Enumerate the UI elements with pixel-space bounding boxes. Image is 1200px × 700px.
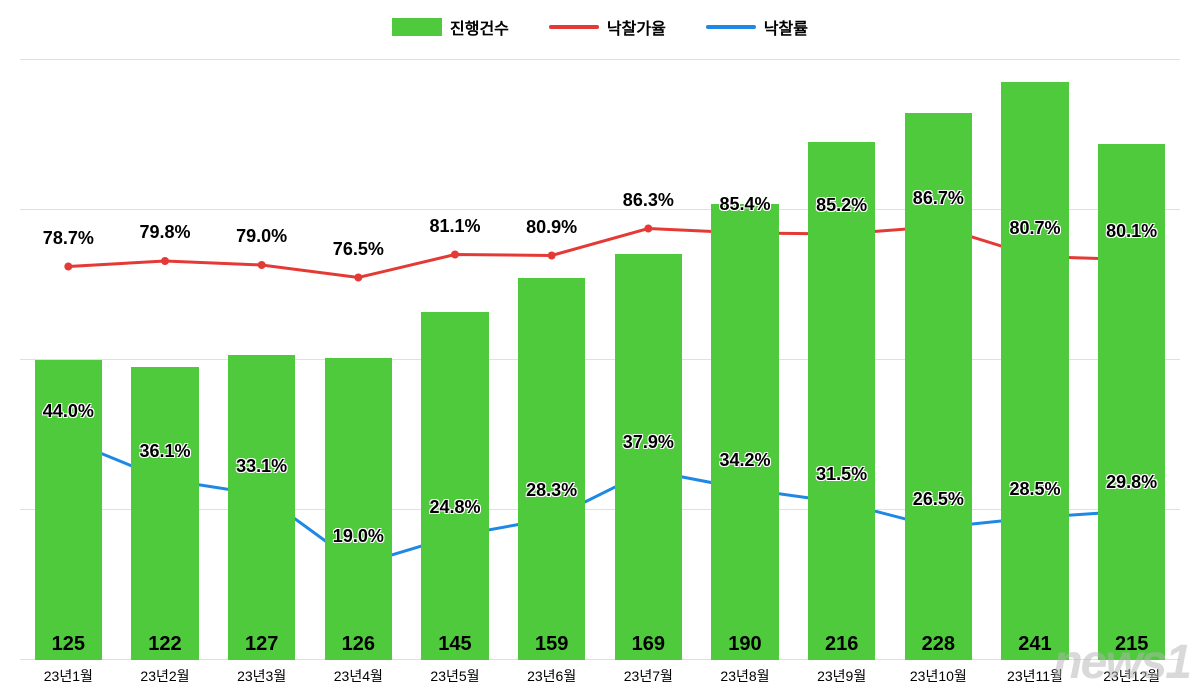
line-marker (451, 251, 459, 259)
x-axis-label: 23년3월 (213, 666, 310, 686)
line-value-label: 78.7% (43, 227, 94, 248)
x-axis-label: 23년7월 (600, 666, 697, 686)
line-value-label: 80.9% (526, 216, 577, 237)
watermark: news1 (1053, 635, 1190, 690)
line-value-label: 19.0% (333, 526, 384, 547)
line-value-label: 24.8% (429, 497, 480, 518)
line-value-label: 28.5% (1009, 478, 1060, 499)
line-value-label: 31.5% (816, 463, 867, 484)
bar: 127 (228, 355, 296, 660)
legend: 진행건수 낙찰가율 낙찰률 (0, 15, 1200, 39)
legend-item: 낙찰가율 (549, 15, 666, 39)
legend-label: 낙찰가율 (607, 15, 666, 39)
line-value-label: 81.1% (429, 215, 480, 236)
gridline (20, 59, 1180, 60)
x-axis-label: 23년10월 (890, 666, 987, 686)
x-axis-label: 23년4월 (310, 666, 407, 686)
bar: 169 (615, 254, 683, 660)
bar-value-label: 126 (325, 633, 393, 656)
legend-swatch-bar (392, 18, 442, 36)
bar: 190 (711, 204, 779, 660)
line-value-label: 33.1% (236, 455, 287, 476)
bar: 145 (421, 312, 489, 660)
line-value-label: 79.8% (139, 222, 190, 243)
bar-value-label: 127 (228, 633, 296, 656)
line-value-label: 80.7% (1009, 217, 1060, 238)
bar-value-label: 190 (711, 633, 779, 656)
legend-item: 진행건수 (392, 15, 509, 39)
legend-label: 낙찰률 (764, 15, 808, 39)
bar-value-label: 125 (35, 633, 103, 656)
line-marker (354, 274, 362, 282)
line-value-label: 34.2% (719, 450, 770, 471)
bar-value-label: 228 (905, 633, 973, 656)
x-axis-label: 23년6월 (503, 666, 600, 686)
legend-swatch-line (549, 25, 599, 29)
line-value-label: 85.4% (719, 194, 770, 215)
line-value-label: 86.3% (623, 189, 674, 210)
line-marker (644, 225, 652, 233)
x-axis-label: 23년8월 (697, 666, 794, 686)
bar-value-label: 122 (131, 633, 199, 656)
chart-container: 진행건수 낙찰가율 낙찰률 125 122 127 126 145 159 169 190 216 2… (0, 0, 1200, 700)
line-value-label: 80.1% (1106, 220, 1157, 241)
bar: 241 (1001, 82, 1069, 660)
x-axis-label: 23년2월 (117, 666, 214, 686)
legend-item: 낙찰률 (706, 15, 808, 39)
line-marker (548, 252, 556, 260)
line-value-label: 29.8% (1106, 472, 1157, 493)
line-value-label: 79.0% (236, 226, 287, 247)
bar-value-label: 159 (518, 633, 586, 656)
line-value-label: 76.5% (333, 238, 384, 259)
line-value-label: 26.5% (913, 488, 964, 509)
line-value-label: 44.0% (43, 401, 94, 422)
line-value-label: 36.1% (139, 440, 190, 461)
line-marker (64, 263, 72, 271)
x-axis-label: 23년5월 (407, 666, 504, 686)
line-marker (258, 261, 266, 269)
line-value-label: 28.3% (526, 479, 577, 500)
x-axis-label: 23년1월 (20, 666, 117, 686)
bar: 216 (808, 142, 876, 660)
bar: 122 (131, 367, 199, 660)
bar-value-label: 216 (808, 633, 876, 656)
line-series (68, 227, 1131, 278)
legend-swatch-line (706, 25, 756, 29)
line-marker (161, 257, 169, 265)
bar-value-label: 169 (615, 633, 683, 656)
line-value-label: 85.2% (816, 195, 867, 216)
line-value-label: 37.9% (623, 431, 674, 452)
line-value-label: 86.7% (913, 187, 964, 208)
x-axis-label: 23년9월 (793, 666, 890, 686)
bar-value-label: 145 (421, 633, 489, 656)
bar: 126 (325, 358, 393, 660)
bar: 159 (518, 278, 586, 660)
legend-label: 진행건수 (450, 15, 509, 39)
plot-area: 12512212712614515916919021622824121523년1… (20, 60, 1180, 660)
